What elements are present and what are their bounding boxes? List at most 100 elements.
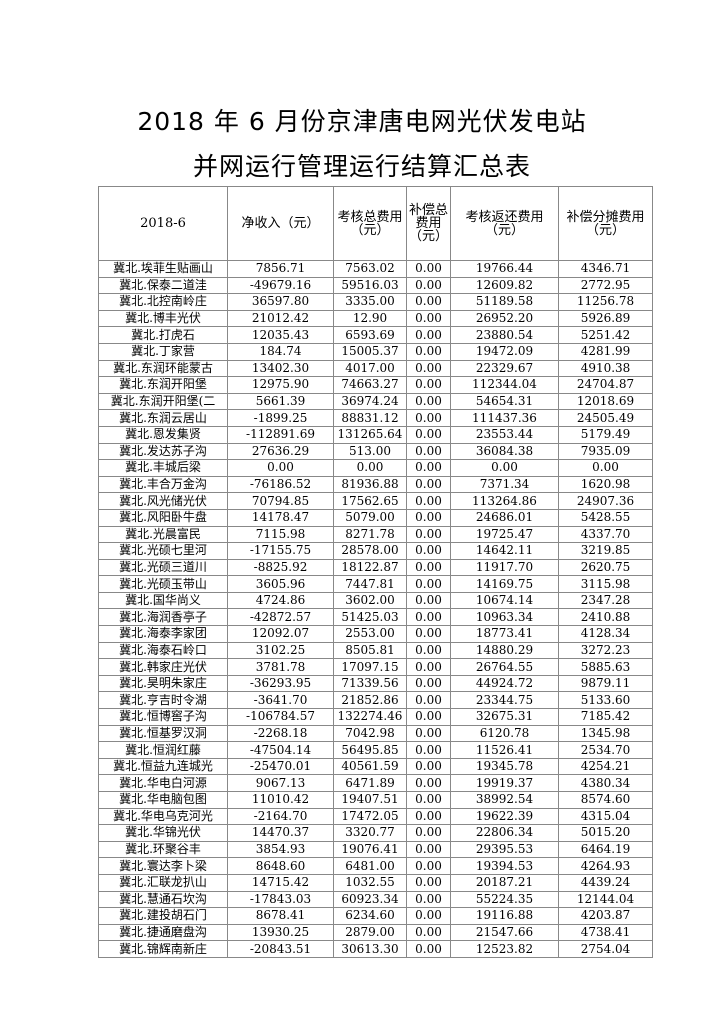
compensation-share-cell: 5133.60: [558, 691, 653, 710]
assessment-refund-cell: 14169.75: [450, 575, 559, 593]
compensation-share-header: 补偿分摊费用（元）: [558, 186, 653, 261]
assessment-refund-cell: 11917.70: [450, 558, 559, 577]
compensation-share-cell: 5926.89: [558, 309, 653, 328]
table-row: 冀北.海泰李家团 12092.07 2553.00 0.00 18773.41 4128.…: [98, 625, 653, 643]
table-row: 冀北.光硕三道川 -8825.92 18122.87 0.00 11917.70 2620…: [98, 558, 653, 577]
assessment-fee-cell: 2879.00: [333, 923, 407, 942]
table-row: 冀北.寰达李卜梁 8648.60 6481.00 0.00 19394.53 4264.9…: [98, 857, 653, 875]
assessment-fee-cell: 132274.46: [333, 708, 407, 726]
compensation-share-cell: 2754.04: [558, 940, 653, 958]
net-income-cell: -17155.75: [227, 542, 334, 560]
assessment-fee-cell: 7042.98: [333, 724, 407, 743]
net-income-cell: 0.00: [227, 459, 334, 477]
assessment-fee-cell: 1032.55: [333, 873, 407, 892]
compensation-share-cell: 7935.09: [558, 442, 653, 461]
table-row: 冀北.保泰二道洼 -49679.16 59516.03 0.00 12609.82 277…: [98, 276, 653, 295]
station-name-cell: 冀北.恒基罗汉洞: [98, 724, 228, 743]
compensation-share-cell: 8574.60: [558, 791, 653, 809]
assessment-fee-cell: 6593.69: [333, 326, 407, 344]
assessment-fee-cell: 88831.12: [333, 409, 407, 427]
station-name-cell: 冀北.打虎石: [98, 326, 228, 344]
table-row: 冀北.风阳卧牛盘 14178.47 5079.00 0.00 24686.01 5428.…: [98, 508, 653, 527]
table-row: 冀北.丰合万金沟 -76186.52 81936.88 0.00 7371.34 1620…: [98, 475, 653, 494]
assessment-refund-cell: 24686.01: [450, 508, 559, 527]
document-title-line1: 2018 年 6 月份京津唐电网光伏发电站: [137, 107, 587, 136]
compensation-fee-cell: 0.00: [406, 525, 451, 544]
assessment-fee-cell: 3602.00: [333, 591, 407, 610]
net-income-cell: 13930.25: [227, 923, 334, 942]
table-row: 冀北.汇联龙扒山 14715.42 1032.55 0.00 20187.21 4439.…: [98, 873, 653, 892]
net-income-cell: 184.74: [227, 342, 334, 361]
compensation-share-cell: 9879.11: [558, 674, 653, 693]
net-income-cell: 11010.42: [227, 791, 334, 809]
compensation-fee-cell: 0.00: [406, 475, 451, 494]
compensation-fee-cell: 0.00: [406, 293, 451, 311]
station-name-cell: 冀北.锦辉南新庄: [98, 940, 228, 958]
table-row: 冀北.建投胡石门 8678.41 6234.60 0.00 19116.88 4203.8…: [98, 907, 653, 925]
table-row: 冀北.亨吉时令湖 -3641.70 21852.86 0.00 23344.75 5133…: [98, 691, 653, 710]
station-name-cell: 冀北.丰合万金沟: [98, 475, 228, 494]
net-income-cell: 3854.93: [227, 840, 334, 859]
compensation-share-cell: 3219.85: [558, 542, 653, 560]
settlement-table: 2018-6 净收入（元） 考核总费用（元） 补偿总费用（元） 考核返还费用（元） 补偿分…: [98, 186, 653, 958]
assessment-refund-cell: 51189.58: [450, 293, 559, 311]
net-income-cell: -49679.16: [227, 276, 334, 295]
table-row: 冀北.华电脑包图 11010.42 19407.51 0.00 38992.54 8574…: [98, 791, 653, 809]
compensation-fee-cell: 0.00: [406, 774, 451, 792]
station-name-cell: 冀北.丁家营: [98, 342, 228, 361]
compensation-fee-header: 补偿总费用（元）: [406, 186, 451, 261]
table-row: 冀北.博丰光伏 21012.42 12.90 0.00 26952.20 5926.89: [98, 309, 653, 328]
net-income-cell: -42872.57: [227, 608, 334, 627]
compensation-share-cell: 5179.49: [558, 425, 653, 444]
assessment-fee-cell: 60923.34: [333, 890, 407, 909]
assessment-fee-cell: 28578.00: [333, 542, 407, 560]
compensation-fee-cell: 0.00: [406, 857, 451, 875]
assessment-fee-cell: 40561.59: [333, 757, 407, 776]
table-row: 冀北.恒博窖子沟 -106784.57 132274.46 0.00 32675.31 7…: [98, 708, 653, 726]
assessment-refund-cell: 7371.34: [450, 475, 559, 494]
compensation-fee-cell: 0.00: [406, 309, 451, 328]
compensation-fee-cell: 0.00: [406, 625, 451, 643]
assessment-refund-cell: 20187.21: [450, 873, 559, 892]
compensation-fee-cell: 0.00: [406, 907, 451, 925]
assessment-fee-cell: 59516.03: [333, 276, 407, 295]
table-row: 冀北.东润环能蒙古 13402.30 4017.00 0.00 22329.67 4910…: [98, 359, 653, 378]
compensation-share-cell: 7185.42: [558, 708, 653, 726]
compensation-fee-cell: 0.00: [406, 741, 451, 759]
compensation-share-cell: 1620.98: [558, 475, 653, 494]
compensation-share-cell: 4380.34: [558, 774, 653, 792]
station-name-cell: 冀北.恒博窖子沟: [98, 708, 228, 726]
compensation-share-cell: 4128.34: [558, 625, 653, 643]
station-name-cell: 冀北.华电乌克河光: [98, 807, 228, 826]
compensation-fee-cell: 0.00: [406, 890, 451, 909]
assessment-fee-cell: 513.00: [333, 442, 407, 461]
compensation-share-cell: 4315.04: [558, 807, 653, 826]
table-row: 冀北.慧通石坎沟 -17843.03 60923.34 0.00 55224.35 121…: [98, 890, 653, 909]
table-header-row: 2018-6 净收入（元） 考核总费用（元） 补偿总费用（元） 考核返还费用（元） 补偿分…: [98, 186, 653, 261]
station-name-cell: 冀北.慧通石坎沟: [98, 890, 228, 909]
assessment-refund-cell: 19472.09: [450, 342, 559, 361]
assessment-fee-cell: 5079.00: [333, 508, 407, 527]
table-row: 冀北.北控南岭庄 36597.80 3335.00 0.00 51189.58 11256…: [98, 293, 653, 311]
station-name-cell: 冀北.恒润红藤: [98, 741, 228, 759]
assessment-refund-cell: 11526.41: [450, 741, 559, 759]
compensation-fee-cell: 0.00: [406, 276, 451, 295]
assessment-refund-cell: 19766.44: [450, 260, 559, 278]
net-income-cell: -2268.18: [227, 724, 334, 743]
assessment-fee-cell: 30613.30: [333, 940, 407, 958]
table-row: 冀北.风光储光伏 70794.85 17562.65 0.00 113264.86 249…: [98, 492, 653, 510]
period-header: 2018-6: [98, 186, 228, 261]
compensation-fee-cell: 0.00: [406, 542, 451, 560]
table-row: 冀北.丰城后梁 0.00 0.00 0.00 0.00 0.00: [98, 459, 653, 477]
compensation-share-cell: 3272.23: [558, 641, 653, 660]
compensation-fee-cell: 0.00: [406, 691, 451, 710]
compensation-share-cell: 2410.88: [558, 608, 653, 627]
net-income-cell: 3605.96: [227, 575, 334, 593]
assessment-refund-cell: 19919.37: [450, 774, 559, 792]
net-income-cell: 8648.60: [227, 857, 334, 875]
assessment-refund-cell: 54654.31: [450, 392, 559, 411]
assessment-refund-cell: 112344.04: [450, 376, 559, 394]
station-name-cell: 冀北.汇联龙扒山: [98, 873, 228, 892]
compensation-fee-cell: 0.00: [406, 492, 451, 510]
station-name-cell: 冀北.光硕七里河: [98, 542, 228, 560]
